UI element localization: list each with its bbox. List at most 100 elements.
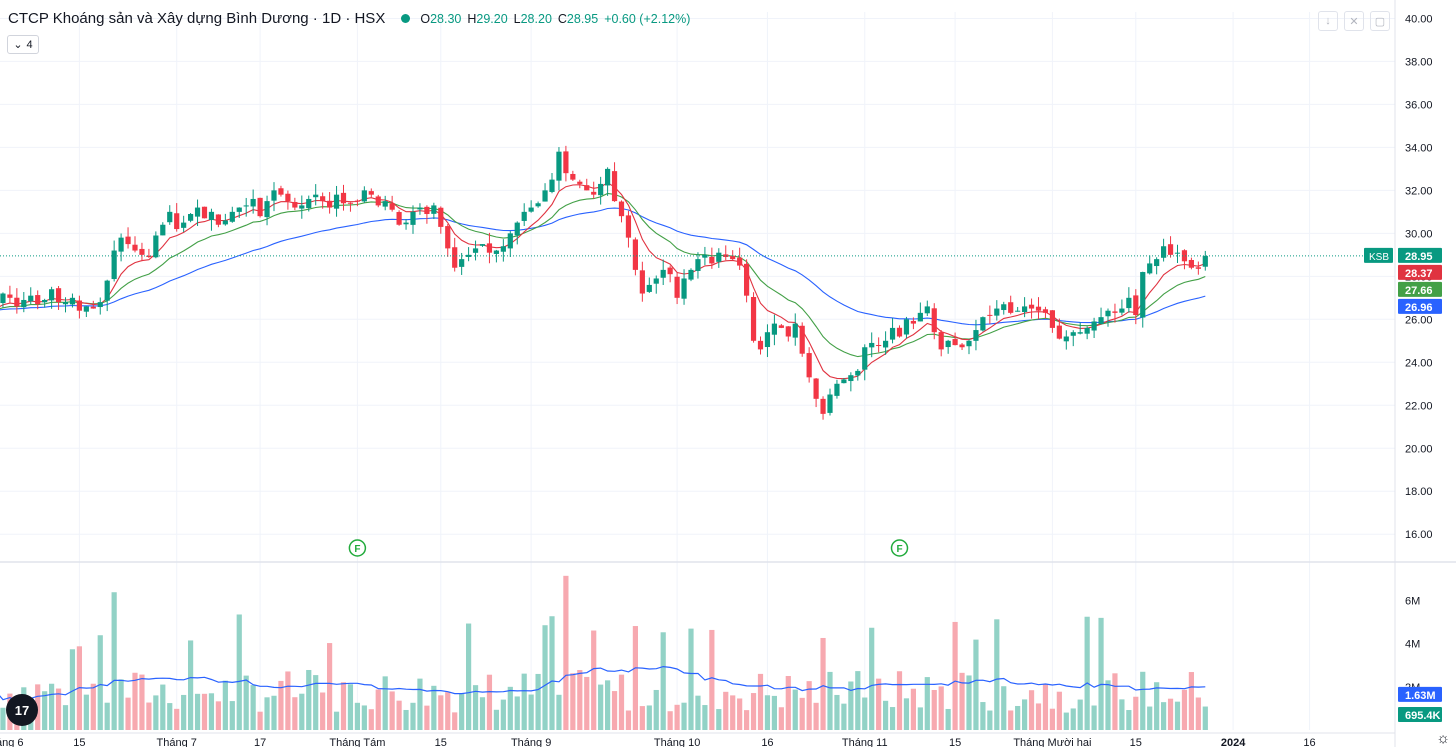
candle-body xyxy=(55,288,62,303)
candle-body xyxy=(1202,255,1208,267)
volume-bar xyxy=(723,691,729,730)
candle-body xyxy=(188,214,194,221)
volume-bar xyxy=(257,711,263,730)
ma-value-badge: 28.37 xyxy=(1405,268,1433,280)
volume-ma-line xyxy=(0,665,1206,702)
candle-body xyxy=(257,197,263,217)
ma-value-badge-bg xyxy=(1398,298,1442,314)
candle-body xyxy=(347,202,354,204)
candle-body xyxy=(973,330,979,341)
volume-bar xyxy=(333,711,340,730)
close-label: C xyxy=(557,11,567,26)
ma-value-badge-bg xyxy=(1398,281,1442,297)
candle-body xyxy=(208,211,215,221)
volume-bar xyxy=(1015,705,1021,730)
candle-body xyxy=(382,201,388,207)
volume-bar xyxy=(730,695,736,730)
candle-body xyxy=(987,314,993,316)
candle-body xyxy=(1133,295,1139,316)
volume-bar xyxy=(118,679,124,730)
volume-bar xyxy=(215,701,221,730)
candle-body xyxy=(160,224,166,236)
maximize-icon[interactable]: ▢ xyxy=(1370,11,1390,31)
volume-bar xyxy=(910,688,916,730)
event-marker xyxy=(348,539,367,557)
candle-body xyxy=(945,340,951,348)
gear-icon[interactable]: ☼ xyxy=(1436,730,1450,747)
candle-body xyxy=(563,151,569,174)
candle-body xyxy=(980,317,986,331)
volume-bar xyxy=(452,712,458,730)
candle-body xyxy=(639,270,645,294)
volume-bar xyxy=(327,643,333,730)
price-tick-label: 36.00 xyxy=(1405,99,1433,111)
volume-bar xyxy=(132,672,138,730)
volume-bar xyxy=(201,693,208,730)
volume-bar xyxy=(764,695,771,730)
candle-body xyxy=(889,327,896,340)
volume-bar xyxy=(903,698,910,730)
candle-body xyxy=(340,192,347,204)
candle-body xyxy=(1140,272,1146,318)
volume-bar xyxy=(1119,699,1125,730)
candle-body xyxy=(493,250,499,254)
candle-body xyxy=(799,325,805,354)
candle-body xyxy=(35,295,41,305)
volume-bar xyxy=(737,698,743,730)
candle-body xyxy=(424,206,430,215)
volume-bar xyxy=(90,683,96,730)
event-marker-label: F xyxy=(354,544,360,555)
close-value: 28.95 xyxy=(566,11,599,26)
price-tick-label: 30.00 xyxy=(1405,228,1433,240)
pane-controls: ↓ ✕ ▢ xyxy=(1318,11,1390,31)
candle-body xyxy=(521,211,527,221)
volume-bar xyxy=(285,671,291,730)
ma-value-badge: 27.66 xyxy=(1405,285,1433,297)
candle-body xyxy=(1056,325,1062,339)
candle-body xyxy=(486,243,493,253)
candle-body xyxy=(646,284,652,292)
candle-body xyxy=(1008,302,1014,313)
price-tick-label: 24.00 xyxy=(1405,357,1433,369)
volume-bar xyxy=(174,708,180,730)
volume-bar xyxy=(702,705,708,730)
candle-body xyxy=(500,246,506,252)
time-tick-label: 15 xyxy=(73,737,85,747)
volume-bar xyxy=(153,695,159,730)
candle-body xyxy=(299,205,305,209)
volume-bar xyxy=(1188,672,1194,730)
candle-body xyxy=(14,297,20,307)
candle-body xyxy=(813,378,819,399)
candle-body xyxy=(83,306,89,312)
candle-body xyxy=(632,239,638,270)
candle-body xyxy=(584,185,590,191)
volume-bar xyxy=(222,680,228,730)
candle-body xyxy=(1154,259,1160,267)
volume-bar xyxy=(605,680,611,730)
ma-value-badge-bg xyxy=(1398,264,1442,280)
indicators-toggle-button[interactable]: ⌄ 4 xyxy=(7,35,39,54)
volume-bar xyxy=(549,616,555,730)
candle-body xyxy=(1167,244,1174,255)
candle-body xyxy=(181,222,187,228)
candle-body xyxy=(618,201,625,217)
candle-body xyxy=(1049,310,1055,328)
volume-bar xyxy=(313,675,319,730)
volume-bar xyxy=(236,614,242,730)
time-tick-label: áng 6 xyxy=(0,737,24,747)
tradingview-logo[interactable]: 17 xyxy=(6,694,38,726)
candle-body xyxy=(827,394,833,413)
candle-body xyxy=(459,259,465,267)
candle-body xyxy=(174,213,180,230)
close-icon[interactable]: ✕ xyxy=(1344,11,1364,31)
candle-body xyxy=(966,340,972,347)
candle-body xyxy=(472,248,479,253)
symbol-tag-bg xyxy=(1364,247,1393,263)
volume-bar xyxy=(1161,702,1167,730)
move-down-icon[interactable]: ↓ xyxy=(1318,11,1338,31)
candle-body xyxy=(1015,310,1021,312)
volume-bar xyxy=(1174,701,1181,730)
candle-body xyxy=(139,248,145,255)
candle-body xyxy=(1181,250,1188,262)
